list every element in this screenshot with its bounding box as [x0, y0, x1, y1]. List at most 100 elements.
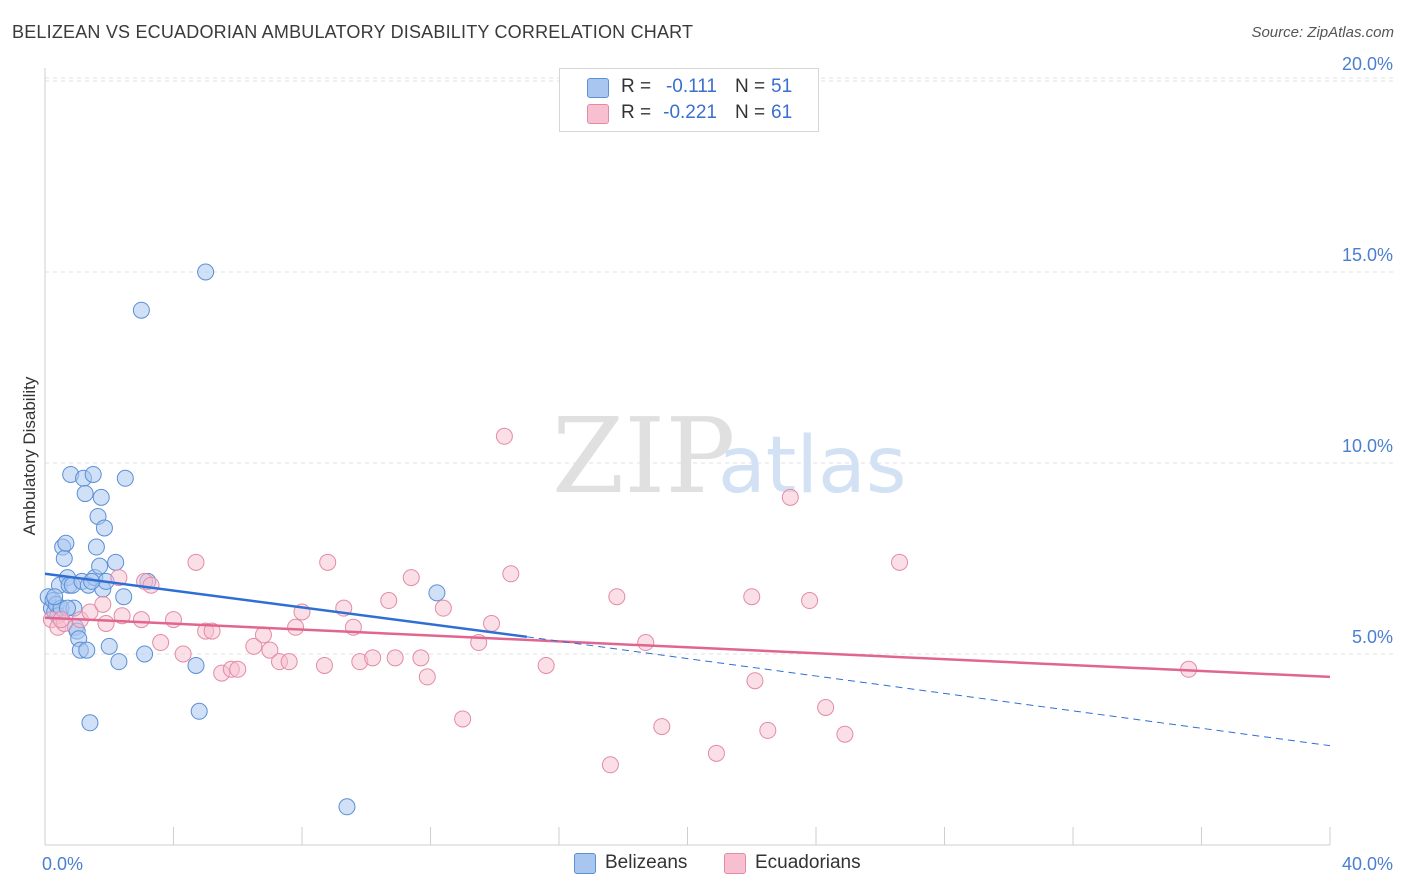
ecuadorian-point	[94, 595, 112, 613]
ecuadorian-point	[229, 660, 247, 678]
ecuadorian-point	[386, 649, 404, 667]
ecuadorian-point	[483, 614, 501, 632]
trend-lines	[44, 572, 1331, 747]
chart-title: BELIZEAN VS ECUADORIAN AMBULATORY DISABI…	[12, 22, 694, 42]
ecuadorian-point	[801, 592, 819, 610]
belizeans-points	[39, 263, 446, 816]
belizean-point	[78, 641, 96, 659]
ecuadorian-point	[637, 634, 655, 652]
belizean-point	[91, 557, 109, 575]
tick-labels: 5.0% 10.0% 15.0% 20.0% 0.0% 40.0%	[42, 54, 1393, 874]
ecuadorian-point	[743, 588, 761, 606]
belizean-point	[107, 553, 125, 571]
ecuadorian-point	[759, 721, 777, 739]
legend-r-value: -0.111	[665, 76, 717, 97]
belizean-point	[76, 485, 94, 503]
ecuadorian-point	[402, 569, 420, 587]
belizean-point	[115, 588, 133, 606]
legend-r-label: R =	[621, 76, 652, 97]
ecuadorian-point	[187, 553, 205, 571]
belizeans-trend-line	[44, 572, 528, 639]
ecuadorian-point	[364, 649, 382, 667]
bottom-legend-label: Ecuadorians	[755, 852, 861, 873]
bottom-legend-swatch-pink	[724, 853, 746, 874]
ecuadorian-point	[113, 607, 131, 625]
belizean-point	[136, 645, 154, 663]
legend-r-value: -0.221	[663, 102, 717, 123]
bottom-legend-label: Belizeans	[605, 852, 688, 873]
ecuadorian-point	[781, 488, 799, 506]
ecuadorian-point	[245, 637, 263, 655]
ecuadorian-point	[254, 626, 272, 644]
belizean-point	[338, 798, 356, 816]
ecuadorian-point	[495, 427, 513, 445]
belizean-point	[190, 702, 208, 720]
belizean-point	[46, 588, 64, 606]
belizean-point	[87, 538, 105, 556]
chart-source: Source: ZipAtlas.com	[1251, 24, 1394, 41]
legend-swatch-blue	[587, 78, 609, 98]
ecuadorian-point	[174, 645, 192, 663]
x-tick-label-max: 40.0%	[1342, 854, 1393, 874]
watermark-atlas: atlas	[718, 421, 907, 511]
grid-lines	[45, 77, 1395, 655]
axes	[44, 68, 1331, 846]
belizean-point	[84, 465, 102, 483]
belizean-point	[81, 714, 99, 732]
legend-r-label: R =	[621, 102, 652, 123]
belizean-point	[132, 301, 150, 319]
belizean-point	[92, 488, 110, 506]
belizean-point	[428, 584, 446, 602]
ecuadorian-point	[836, 725, 854, 743]
ecuadorians-trend-line	[44, 616, 1331, 679]
belizean-point	[197, 263, 215, 281]
y-tick-label: 20.0%	[1342, 54, 1393, 74]
ecuadorian-point	[132, 611, 150, 629]
belizean-point	[187, 656, 205, 674]
ecuadorian-point	[412, 649, 430, 667]
ecuadorian-point	[746, 672, 764, 690]
ecuadorian-point	[110, 569, 128, 587]
y-axis-label: Ambulatory Disability	[20, 376, 39, 535]
watermark-zip: ZIP	[552, 395, 735, 517]
ecuadorian-point	[380, 592, 398, 610]
ecuadorian-point	[152, 634, 170, 652]
ecuadorian-point	[434, 599, 452, 617]
ecuadorian-point	[261, 641, 279, 659]
ecuadorian-point	[537, 656, 555, 674]
ecuadorian-point	[418, 668, 436, 686]
x-tick-label-min: 0.0%	[42, 854, 83, 874]
legend-n-label: N =	[735, 102, 766, 123]
belizean-point	[116, 469, 134, 487]
belizean-point	[110, 653, 128, 671]
ecuadorian-point	[891, 553, 909, 571]
ecuadorian-point	[315, 656, 333, 674]
ecuadorian-point	[97, 614, 115, 632]
belizeans-trend-extension	[526, 636, 1331, 747]
belizean-point	[57, 534, 75, 552]
ecuadorian-point	[287, 618, 305, 636]
y-tick-label: 10.0%	[1342, 436, 1393, 456]
y-tick-label: 5.0%	[1352, 627, 1393, 647]
ecuadorian-point	[653, 718, 671, 736]
ecuadorian-point	[707, 744, 725, 762]
legend-n-value: 61	[771, 102, 793, 123]
legend-swatch-pink	[587, 104, 609, 124]
belizean-point	[55, 550, 73, 567]
ecuadorian-point	[280, 653, 298, 671]
ecuadorian-point	[601, 756, 619, 774]
legend: R = -0.111 N = 51 R = -0.221 N = 61	[559, 68, 819, 132]
belizean-point	[95, 519, 113, 537]
legend-n-label: N =	[735, 76, 766, 97]
ecuadorian-point	[165, 611, 182, 629]
ecuadorian-point	[319, 553, 337, 571]
ecuadorian-point	[502, 565, 520, 583]
belizean-point	[100, 637, 118, 655]
ecuadorian-point	[454, 710, 472, 728]
ecuadorian-point	[817, 698, 835, 716]
y-tick-label: 15.0%	[1342, 245, 1393, 265]
ecuadorians-points	[42, 427, 1198, 774]
ecuadorian-point	[608, 588, 626, 606]
legend-n-value: 51	[771, 76, 793, 97]
